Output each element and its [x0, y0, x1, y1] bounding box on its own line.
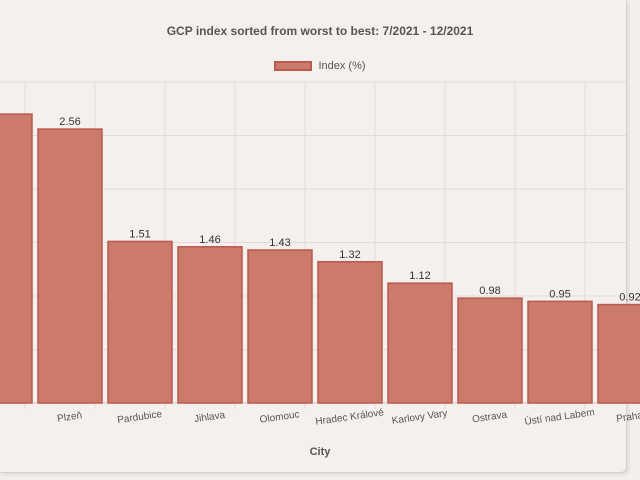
bar-value-label: 0.95: [549, 288, 570, 300]
chart-legend[interactable]: Index (%): [0, 60, 640, 72]
bar: [37, 128, 103, 404]
bar: [177, 246, 243, 404]
legend-label: Index (%): [318, 60, 366, 72]
bar-value-label: 0.98: [479, 285, 500, 297]
bar: [527, 300, 593, 404]
bar-value-label: 1.12: [409, 270, 430, 282]
bar-value-label: 0.92: [619, 292, 640, 304]
bar-value-label: 1.46: [199, 234, 220, 246]
x-tick-label: Ostrava: [472, 410, 509, 426]
bar: [597, 303, 640, 404]
x-tick-label: Ústí nad Labem: [524, 405, 596, 428]
bar: [457, 297, 523, 404]
x-tick-label: Jihlava: [193, 410, 226, 425]
bar: [317, 261, 383, 404]
bar: [247, 249, 313, 404]
x-axis-title: City: [309, 446, 331, 458]
bar: [0, 113, 33, 404]
chart-title: GCP index sorted from worst to best: 7/2…: [166, 24, 474, 38]
legend-swatch: [274, 61, 313, 71]
x-tick-label: Olomouc: [259, 409, 300, 425]
bar-value-label: 2.56: [59, 116, 80, 128]
x-tick-label: Karlovy Vary: [391, 408, 448, 427]
bar-value-label: 1.51: [129, 228, 150, 240]
x-tick-label: Plzeň: [57, 410, 83, 424]
bar-value-label: 1.43: [269, 237, 290, 249]
x-tick-label: Pardubice: [117, 409, 164, 426]
bar-value-label: 1.32: [339, 249, 360, 261]
x-tick-label: Hradec Králové: [315, 407, 385, 428]
bar: [387, 282, 453, 404]
bar: [107, 240, 173, 404]
x-tick-label: Praha: [616, 410, 640, 425]
